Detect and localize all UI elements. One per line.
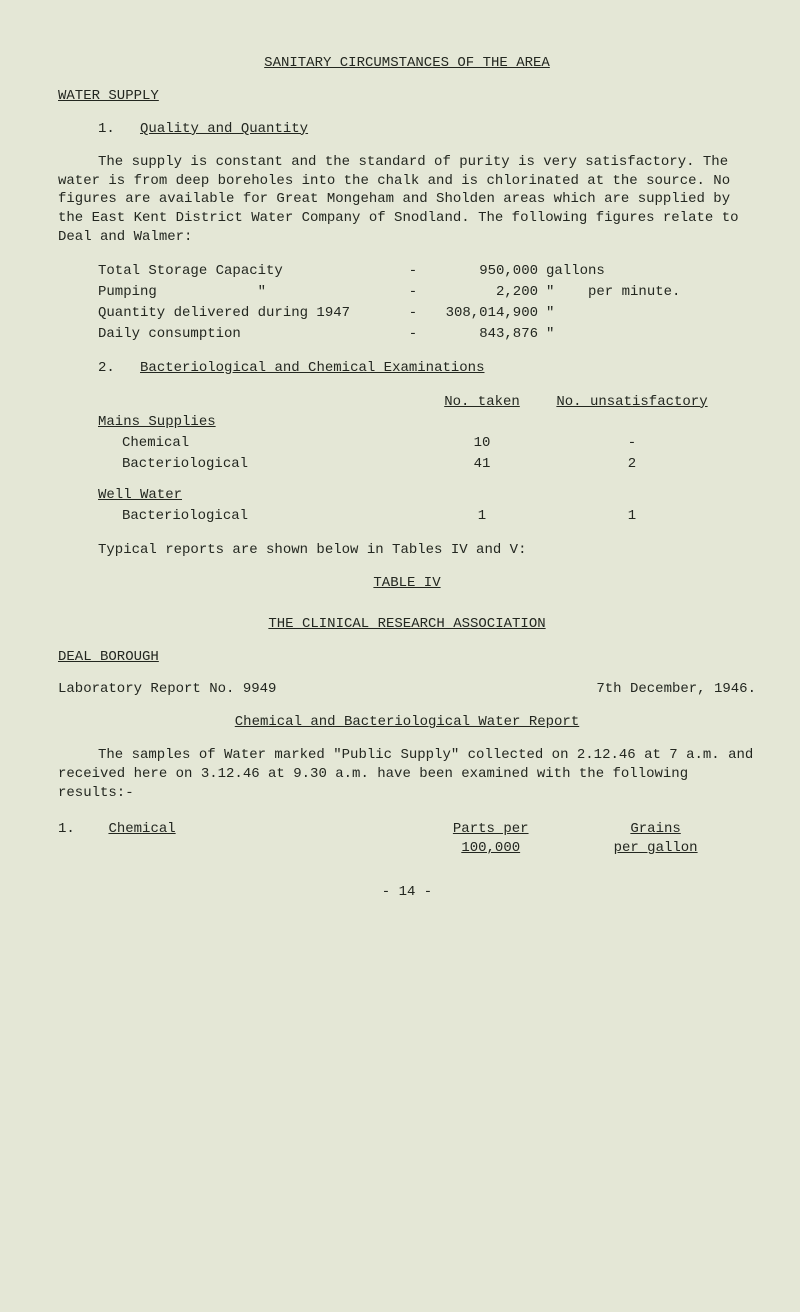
storage-unit: " per minute. bbox=[546, 282, 746, 303]
exam-taken: 41 bbox=[412, 454, 552, 475]
storage-val: 308,014,900 bbox=[428, 303, 546, 324]
exam-header-row: No. taken No. unsatisfactory bbox=[98, 392, 712, 413]
storage-unit: gallons bbox=[546, 261, 746, 282]
deal-borough: DEAL BOROUGH bbox=[58, 648, 756, 667]
exam-group-row: Mains Supplies bbox=[98, 412, 712, 433]
assoc-heading: THE CLINICAL RESEARCH ASSOCIATION bbox=[58, 615, 756, 634]
storage-dash: - bbox=[398, 282, 428, 303]
storage-val: 2,200 bbox=[428, 282, 546, 303]
item-1-num: 1. bbox=[98, 120, 115, 139]
exam-unsat: 2 bbox=[552, 454, 712, 475]
page-number: - 14 - bbox=[58, 883, 756, 902]
item-2-num: 2. bbox=[98, 359, 115, 378]
storage-val: 950,000 bbox=[428, 261, 546, 282]
samples-para: The samples of Water marked "Public Supp… bbox=[58, 746, 756, 803]
page: SANITARY CIRCUMSTANCES OF THE AREA WATER… bbox=[0, 0, 800, 932]
chem-1-heading: Chemical bbox=[108, 821, 175, 837]
para-1: The supply is constant and the standard … bbox=[58, 153, 756, 247]
storage-dash: - bbox=[398, 324, 428, 345]
storage-row: Daily consumption-843,876" bbox=[98, 324, 746, 345]
storage-label: Daily consumption bbox=[98, 324, 398, 345]
col-no-unsat: No. unsatisfactory bbox=[556, 394, 707, 410]
col-no-taken: No. taken bbox=[444, 394, 520, 410]
chem-header-row: 1. Chemical Parts per 100,000 Grains per… bbox=[58, 817, 738, 861]
exam-label: Chemical bbox=[98, 433, 412, 454]
typical-line: Typical reports are shown below in Table… bbox=[98, 541, 756, 560]
exam-taken: 10 bbox=[412, 433, 552, 454]
exam-label: Bacteriological bbox=[98, 506, 412, 527]
col-per-gallon: per gallon bbox=[614, 840, 698, 856]
table-iv-label: TABLE IV bbox=[58, 574, 756, 593]
col-100000: 100,000 bbox=[461, 840, 520, 856]
storage-unit: " bbox=[546, 303, 746, 324]
doc-title-text: SANITARY CIRCUMSTANCES OF THE AREA bbox=[264, 55, 550, 71]
storage-dash: - bbox=[398, 261, 428, 282]
item-2-heading: Bacteriological and Chemical Examination… bbox=[140, 359, 484, 378]
storage-val: 843,876 bbox=[428, 324, 546, 345]
water-supply-heading: WATER SUPPLY bbox=[58, 88, 159, 104]
lab-right: 7th December, 1946. bbox=[407, 680, 756, 699]
exam-row: Chemical10- bbox=[98, 433, 712, 454]
chemical-table: 1. Chemical Parts per 100,000 Grains per… bbox=[58, 817, 738, 861]
exam-table: No. taken No. unsatisfactory Mains Suppl… bbox=[98, 392, 712, 527]
storage-label: Total Storage Capacity bbox=[98, 261, 398, 282]
exam-group-row: Well Water bbox=[98, 485, 712, 506]
exam-taken: 1 bbox=[412, 506, 552, 527]
exam-row: Bacteriological412 bbox=[98, 454, 712, 475]
storage-unit: " bbox=[546, 324, 746, 345]
item-1-heading: Quality and Quantity bbox=[140, 120, 308, 139]
exam-unsat: 1 bbox=[552, 506, 712, 527]
storage-label: Quantity delivered during 1947 bbox=[98, 303, 398, 324]
lab-left: Laboratory Report No. 9949 bbox=[58, 680, 407, 699]
exam-label: Bacteriological bbox=[98, 454, 412, 475]
exam-unsat: - bbox=[552, 433, 712, 454]
col-grains: Grains bbox=[630, 821, 680, 837]
exam-group-label: Mains Supplies bbox=[98, 414, 216, 430]
chem-1-num: 1. bbox=[58, 821, 75, 837]
item-1: 1. Quality and Quantity bbox=[98, 120, 756, 139]
col-parts-per: Parts per bbox=[453, 821, 529, 837]
storage-table: Total Storage Capacity-950,000gallonsPum… bbox=[98, 261, 746, 345]
chem-bact-heading: Chemical and Bacteriological Water Repor… bbox=[58, 713, 756, 732]
storage-dash: - bbox=[398, 303, 428, 324]
storage-label: Pumping " bbox=[98, 282, 398, 303]
doc-title: SANITARY CIRCUMSTANCES OF THE AREA bbox=[58, 54, 756, 73]
exam-group-label: Well Water bbox=[98, 487, 182, 503]
storage-row: Total Storage Capacity-950,000gallons bbox=[98, 261, 746, 282]
storage-row: Pumping "-2,200" per minute. bbox=[98, 282, 746, 303]
storage-row: Quantity delivered during 1947-308,014,9… bbox=[98, 303, 746, 324]
exam-row: Bacteriological11 bbox=[98, 506, 712, 527]
section-heading: WATER SUPPLY bbox=[58, 87, 756, 106]
item-2: 2. Bacteriological and Chemical Examinat… bbox=[98, 359, 756, 378]
lab-line: Laboratory Report No. 9949 7th December,… bbox=[58, 680, 756, 699]
